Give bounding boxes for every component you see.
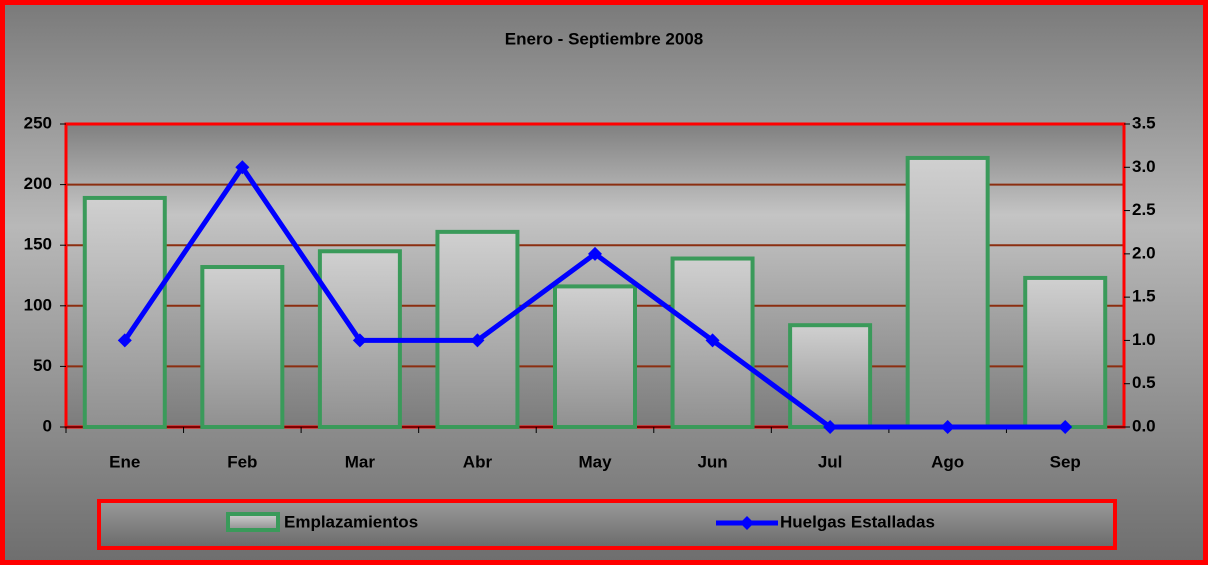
marker [823,420,838,434]
x-tick-label: Sep [1050,452,1081,471]
bar [1023,275,1108,430]
legend-label: Huelgas Estalladas [780,512,935,531]
y2-tick-label: 0.0 [1132,416,1156,435]
bar [82,195,167,429]
y-tick-label: 250 [24,113,52,132]
marker [588,246,602,261]
bar [905,155,990,429]
y-tick-label: 150 [24,235,52,254]
legend-label: Emplazamientos [284,512,418,531]
marker [1058,420,1073,434]
bar [670,256,755,430]
y2-tick-label: 3.5 [1132,113,1156,132]
legend-swatch [226,512,280,532]
bar [200,265,285,429]
y2-tick-label: 2.0 [1132,243,1156,262]
bar [788,323,873,429]
x-tick-label: Abr [463,452,493,471]
y2-tick-label: 3.0 [1132,157,1156,176]
y-tick-label: 0 [43,416,52,435]
y2-tick-label: 0.5 [1132,373,1156,392]
x-tick-label: Mar [345,452,376,471]
marker [470,333,485,348]
legend-marker [740,516,754,530]
x-tick-label: Jul [818,452,843,471]
marker [235,160,250,175]
y2-tick-label: 1.5 [1132,287,1156,306]
marker [117,333,132,348]
x-tick-label: Feb [227,452,257,471]
y2-tick-label: 1.0 [1132,330,1156,349]
marker [352,333,367,348]
marker [940,420,955,434]
bar [553,284,637,429]
y-tick-label: 50 [33,356,52,375]
x-tick-label: Jun [697,452,727,471]
chart-title: Enero - Septiembre 2008 [505,29,703,48]
x-tick-label: May [578,452,612,471]
x-tick-label: Ago [931,452,964,471]
y2-tick-label: 2.5 [1132,200,1156,219]
x-tick-label: Ene [109,452,140,471]
bar [435,229,520,429]
y-tick-label: 200 [24,174,52,193]
y-tick-label: 100 [24,295,52,314]
marker [705,333,720,348]
